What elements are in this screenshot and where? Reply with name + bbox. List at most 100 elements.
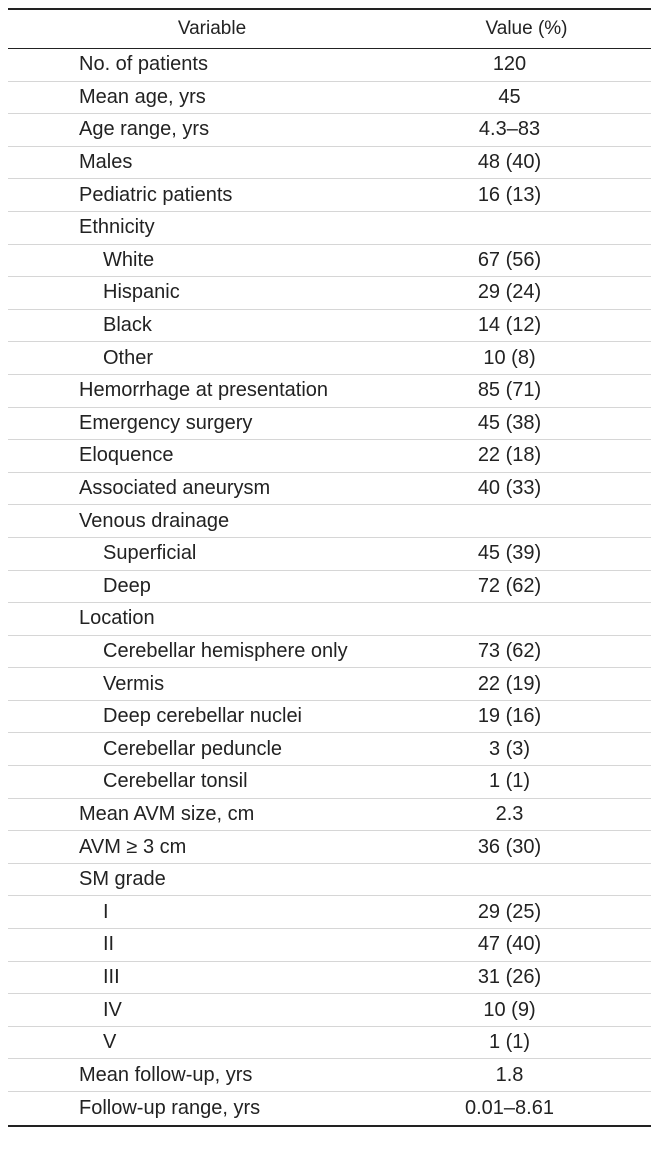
table-row: Cerebellar hemisphere only 73 (62) [8,636,651,669]
row-value: 73 (62) [477,639,542,662]
row-label: I [103,900,109,923]
table-row: No. of patients 120 [8,49,651,82]
header-variable: Variable [177,18,247,39]
table-row: Emergency surgery 45 (38) [8,408,651,441]
row-value: 16 (13) [477,183,542,206]
row-label: No. of patients [79,53,208,76]
row-value: 22 (18) [477,444,542,467]
table-row: V 1 (1) [8,1027,651,1060]
row-value: 29 (24) [477,281,542,304]
row-label: V [103,1031,117,1054]
table-row: Location [8,603,651,636]
table-row: Vermis 22 (19) [8,668,651,701]
row-label: Cerebellar tonsil [103,770,248,793]
row-value: 45 [498,85,521,108]
row-label: Venous drainage [79,509,230,532]
table-row: Mean AVM size, cm 2.3 [8,799,651,832]
row-label: Vermis [103,672,165,695]
row-label: Location [79,607,155,630]
row-label: White [103,248,155,271]
row-value: 0.01–8.61 [465,1096,554,1119]
row-label: Ethnicity [79,216,155,239]
row-label: Mean follow-up, yrs [79,1063,253,1086]
row-value: 45 (38) [477,411,542,434]
table-row: Cerebellar peduncle 3 (3) [8,733,651,767]
table-row: Superficial 45 (39) [8,538,651,571]
row-label: Cerebellar peduncle [103,737,283,760]
row-label: Hemorrhage at presentation [79,379,329,402]
patient-characteristics-table: Variable Value (%) No. of patients 120 Mea… [8,8,651,1127]
row-label: III [103,965,120,988]
row-label: Mean age, yrs [79,85,206,108]
table-row: Follow-up range, yrs 0.01–8.61 [8,1092,651,1125]
row-label: Hispanic [103,281,180,304]
row-label: AVM ≥ 3 cm [79,835,187,858]
row-label: IV [103,998,122,1021]
row-value: 3 (3) [488,737,531,760]
row-value: 29 (25) [477,900,542,923]
bottom-rule [8,1124,651,1127]
header-value: Value (%) [485,18,568,39]
row-label: II [103,933,115,956]
row-label: Mean AVM size, cm [79,802,255,825]
table-row: Ethnicity [8,212,651,245]
table-row: Deep 72 (62) [8,571,651,604]
row-value: 14 (12) [477,314,542,337]
table-row: Males 48 (40) [8,147,651,180]
table-row: Other 10 (8) [8,342,651,375]
table-row: I 29 (25) [8,896,651,930]
table-row: Eloquence 22 (18) [8,440,651,473]
table-row: IV 10 (9) [8,994,651,1027]
row-value: 47 (40) [477,933,542,956]
table-row: Pediatric patients 16 (13) [8,179,651,212]
row-label: Emergency surgery [79,411,253,434]
table-header: Variable Value (%) [8,10,651,49]
table-row: Hispanic 29 (24) [8,277,651,310]
row-value: 1 (1) [488,1031,531,1054]
table-row: Cerebellar tonsil 1 (1) [8,766,651,799]
table-row: Deep cerebellar nuclei 19 (16) [8,701,651,734]
row-label: Other [103,346,154,369]
row-value: 4.3–83 [478,118,541,141]
row-value: 10 (8) [483,346,536,369]
row-value: 36 (30) [477,835,542,858]
row-value: 120 [492,53,527,76]
row-label: Associated aneurysm [79,477,271,500]
row-label: Follow-up range, yrs [79,1096,261,1119]
row-value: 10 (9) [483,998,536,1021]
row-value: 2.3 [495,802,524,825]
row-value: 19 (16) [477,705,542,728]
table-row: III 31 (26) [8,962,651,995]
table-row: Associated aneurysm 40 (33) [8,473,651,506]
row-label: Eloquence [79,444,174,467]
row-label: Age range, yrs [79,118,210,141]
table-row: SM grade [8,864,651,897]
row-label: Black [103,314,152,337]
row-value: 72 (62) [477,574,542,597]
row-label: SM grade [79,868,166,891]
table-row: Venous drainage [8,505,651,538]
row-value: 22 (19) [477,672,542,695]
table-row: Mean follow-up, yrs 1.8 [8,1059,651,1092]
row-value: 45 (39) [477,542,542,565]
table-row: Mean age, yrs 45 [8,82,651,115]
table-row: AVM ≥ 3 cm 36 (30) [8,831,651,864]
row-label: Pediatric patients [79,183,233,206]
table-row: White 67 (56) [8,245,651,278]
row-value: 85 (71) [477,379,542,402]
row-value: 67 (56) [477,248,542,271]
table-row: Age range, yrs 4.3–83 [8,114,651,147]
row-label: Deep cerebellar nuclei [103,705,303,728]
row-value: 1.8 [495,1063,524,1086]
top-rule [8,8,651,10]
row-label: Superficial [103,542,197,565]
row-value: 31 (26) [477,965,542,988]
table-body: No. of patients 120 Mean age, yrs 45 Age ran… [8,49,651,1125]
table-row: II 47 (40) [8,929,651,962]
row-value: 40 (33) [477,477,542,500]
row-label: Cerebellar hemisphere only [103,639,348,662]
row-label: Deep [103,574,151,597]
row-value: 1 (1) [488,770,531,793]
row-value: 48 (40) [477,151,542,174]
table-row: Black 14 (12) [8,310,651,343]
